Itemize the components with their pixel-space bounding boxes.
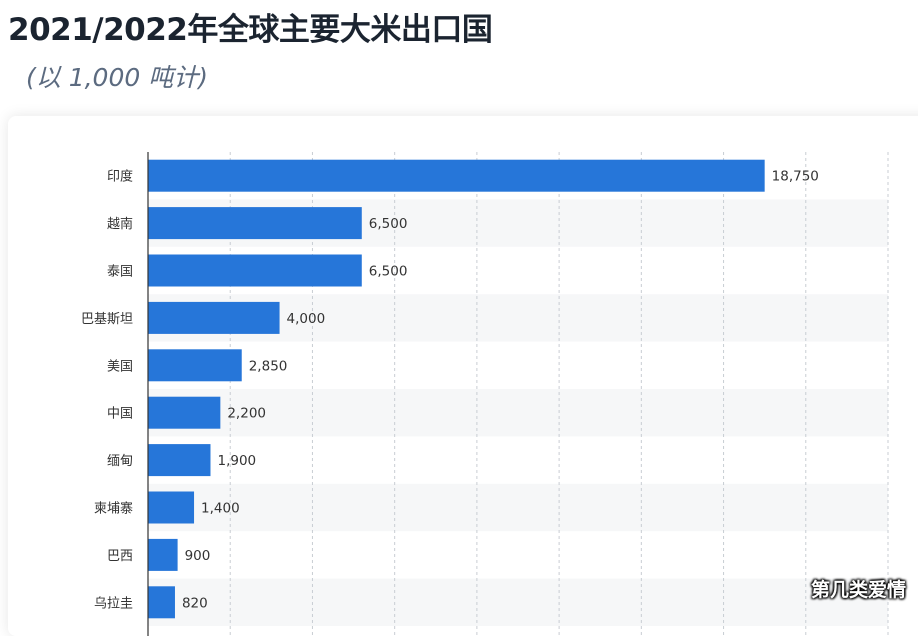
chart-subtitle: (以 1,000 吨计) <box>26 63 208 92</box>
value-label: 6,500 <box>369 264 408 280</box>
row-stripe <box>148 389 888 437</box>
bar <box>148 491 195 524</box>
value-label: 2,850 <box>249 358 288 374</box>
value-label: 820 <box>182 595 208 611</box>
bar <box>148 207 362 240</box>
value-label: 1,900 <box>217 453 256 469</box>
bar <box>148 444 211 477</box>
category-label: 巴西 <box>107 549 133 564</box>
value-label: 2,200 <box>227 406 266 422</box>
value-label: 4,000 <box>287 311 326 327</box>
bar <box>148 159 765 192</box>
value-label: 1,400 <box>201 501 240 517</box>
category-label: 越南 <box>107 216 133 232</box>
category-label: 乌拉圭 <box>94 595 133 611</box>
bar <box>148 538 178 571</box>
value-label: 18,750 <box>772 169 819 185</box>
bar-chart: 印度 18,750 越南 6,500 泰国 6,500 巴基斯坦 4,000 美国 2,850 中国… <box>81 152 889 636</box>
chart-card: 印度 18,750 越南 6,500 泰国 6,500 巴基斯坦 4,000 美国 2,850 中国… <box>8 116 918 636</box>
bar <box>148 254 362 287</box>
bar <box>148 396 221 429</box>
bar <box>148 586 175 619</box>
category-label: 中国 <box>107 407 133 422</box>
category-label: 柬埔寨 <box>94 501 133 517</box>
value-label: 6,500 <box>369 216 408 232</box>
bar <box>148 349 242 382</box>
category-label: 美国 <box>107 359 133 374</box>
category-label: 泰国 <box>107 265 133 280</box>
bar <box>148 301 280 334</box>
row-stripe <box>148 483 888 532</box>
category-label: 印度 <box>107 169 133 185</box>
row-stripe <box>148 578 888 626</box>
category-label: 巴基斯坦 <box>81 312 133 327</box>
watermark-text: 第几类爱情 <box>810 579 906 601</box>
chart-title: 2021/2022年全球主要大米出口国 <box>8 12 493 48</box>
value-label: 900 <box>185 548 211 564</box>
category-label: 缅甸 <box>107 454 133 469</box>
